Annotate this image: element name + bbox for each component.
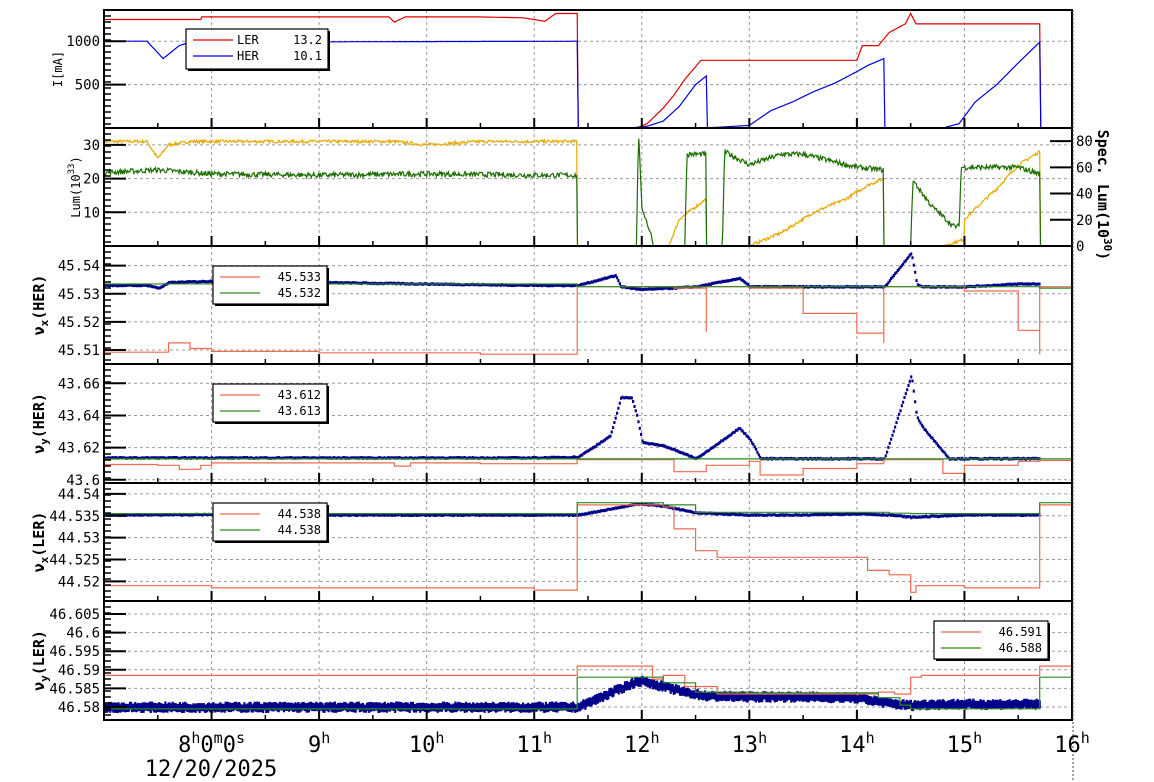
x-tick-label: 12h [624,729,660,758]
y-right-tick-label: 20 [1076,213,1093,229]
y-tick-label: 46.6 [66,626,100,642]
legend-value: 46.588 [999,641,1042,655]
step-line-ref [104,283,1072,289]
series-group [104,375,1072,476]
y-tick-label: 30 [83,138,100,154]
legend-value: 44.538 [278,507,321,521]
y-right-axis-label: Spec. Lum(1030) [1094,130,1114,261]
legend-value: 45.533 [278,270,321,284]
x-axis: 8h0m0s 9h 10h 11h 12h 13h 14h 15h 16h 12/20/2025 [145,729,1090,782]
data-points-measured [104,675,1041,713]
y-right-tick-label: 0 [1076,239,1084,255]
panel-nuy_her: 43.6 43.62 43.64 43.66 νy(HER) 43.612 43.613 [30,363,1073,489]
y-tick-label: 10 [83,205,100,221]
data-points-measured [104,502,1041,520]
legend-box [933,620,1049,660]
y-tick-label: 45.53 [58,287,100,303]
y-tick-label: 44.52 [58,574,100,590]
data-points-measured [104,252,1041,292]
legend-value: 45.532 [278,286,321,300]
y-right-tick-label: 60 [1076,160,1093,176]
legend-value: 10.1 [293,49,322,63]
x-tick-label: 11h [516,729,552,758]
series-group [104,665,1072,713]
legend-value: 44.538 [278,523,321,537]
y-tick-label: 46.58 [58,700,100,716]
panel-nuy_ler: 46.58 46.585 46.59 46.595 46.6 46.605 νy(LER) 4… [30,600,1073,721]
y-axis-label: Lum(1033) [67,156,83,217]
series-group [104,502,1072,593]
y-tick-label: 43.66 [58,376,100,392]
y-axis-label: νx(LER) [30,512,51,573]
series-group [104,138,1072,246]
panel-nux_her: 45.51 45.52 45.53 45.54 νx(HER) 45.533 45.532 [30,245,1073,365]
x-tick-label: 8h0m0s [178,729,245,758]
legend-name: HER [237,49,259,63]
legend-box [185,28,329,70]
legend-box [212,265,328,305]
y-tick-label: 43.62 [58,441,100,457]
y-tick-label: 43.64 [58,408,100,424]
step-line-set-ref [104,504,1072,593]
legend: 45.533 45.532 [212,265,329,306]
y-tick-label: 46.585 [49,681,100,697]
y-tick-label: 45.54 [58,259,100,275]
legend: LER 13.2 HER 10.1 [185,28,330,71]
x-axis-date: 12/20/2025 [145,757,277,782]
y-axis-label: νy(LER) [30,630,51,691]
y-tick-label: 43.6 [66,473,100,489]
line-speclum [104,138,1072,246]
y-tick-label: 44.525 [49,552,100,568]
x-tick-label: 10h [409,729,445,758]
panel-frame [103,127,1073,247]
x-tick-label: 15h [947,729,983,758]
panel-nux_ler: 44.52 44.525 44.53 44.535 44.54 νx(LER) 44.538… [30,482,1073,602]
step-line-set-ref [104,286,1072,355]
line-ler [104,12,1072,128]
series-group [104,252,1072,355]
y-tick-label: 44.535 [49,509,100,525]
y-tick-label: 44.53 [58,531,100,547]
step-line-set-ref [104,665,1072,695]
y-tick-label: 46.59 [58,663,100,679]
legend-name: LER [237,33,259,47]
step-line-set-ref [104,459,1072,476]
legend: 44.538 44.538 [212,502,329,543]
x-tick-label: 13h [732,729,768,758]
legend: 46.591 46.588 [933,620,1050,661]
y-tick-label: 20 [83,172,100,188]
legend-box [212,502,328,542]
legend: 43.612 43.613 [212,383,329,424]
y-tick-label: 45.52 [58,315,100,331]
legend-value: 13.2 [293,33,322,47]
y-tick-label: 1000 [66,34,100,50]
legend-value: 46.591 [999,625,1042,639]
x-tick-label: 9h [308,729,330,758]
x-tick-label: 14h [839,729,875,758]
line-lum [104,138,1072,246]
step-line-ref [104,676,1072,710]
y-right-tick-label: 80 [1076,134,1093,150]
legend-box [212,383,328,423]
y-tick-label: 46.595 [49,644,100,660]
y-right-tick-label: 40 [1076,187,1093,203]
legend-value: 43.612 [278,388,321,402]
y-axis-label: νy(HER) [30,393,51,454]
y-tick-label: 45.51 [58,343,100,359]
x-tick-label: 16h [1054,729,1090,758]
y-tick-label: 44.54 [58,487,100,503]
y-axis-label: νx(HER) [30,275,51,336]
y-axis-label: I[mA] [51,51,65,87]
y-tick-label: 46.605 [49,607,100,623]
legend-value: 43.613 [278,404,321,418]
step-line-ref [104,502,1072,515]
y-tick-label: 500 [75,78,100,94]
